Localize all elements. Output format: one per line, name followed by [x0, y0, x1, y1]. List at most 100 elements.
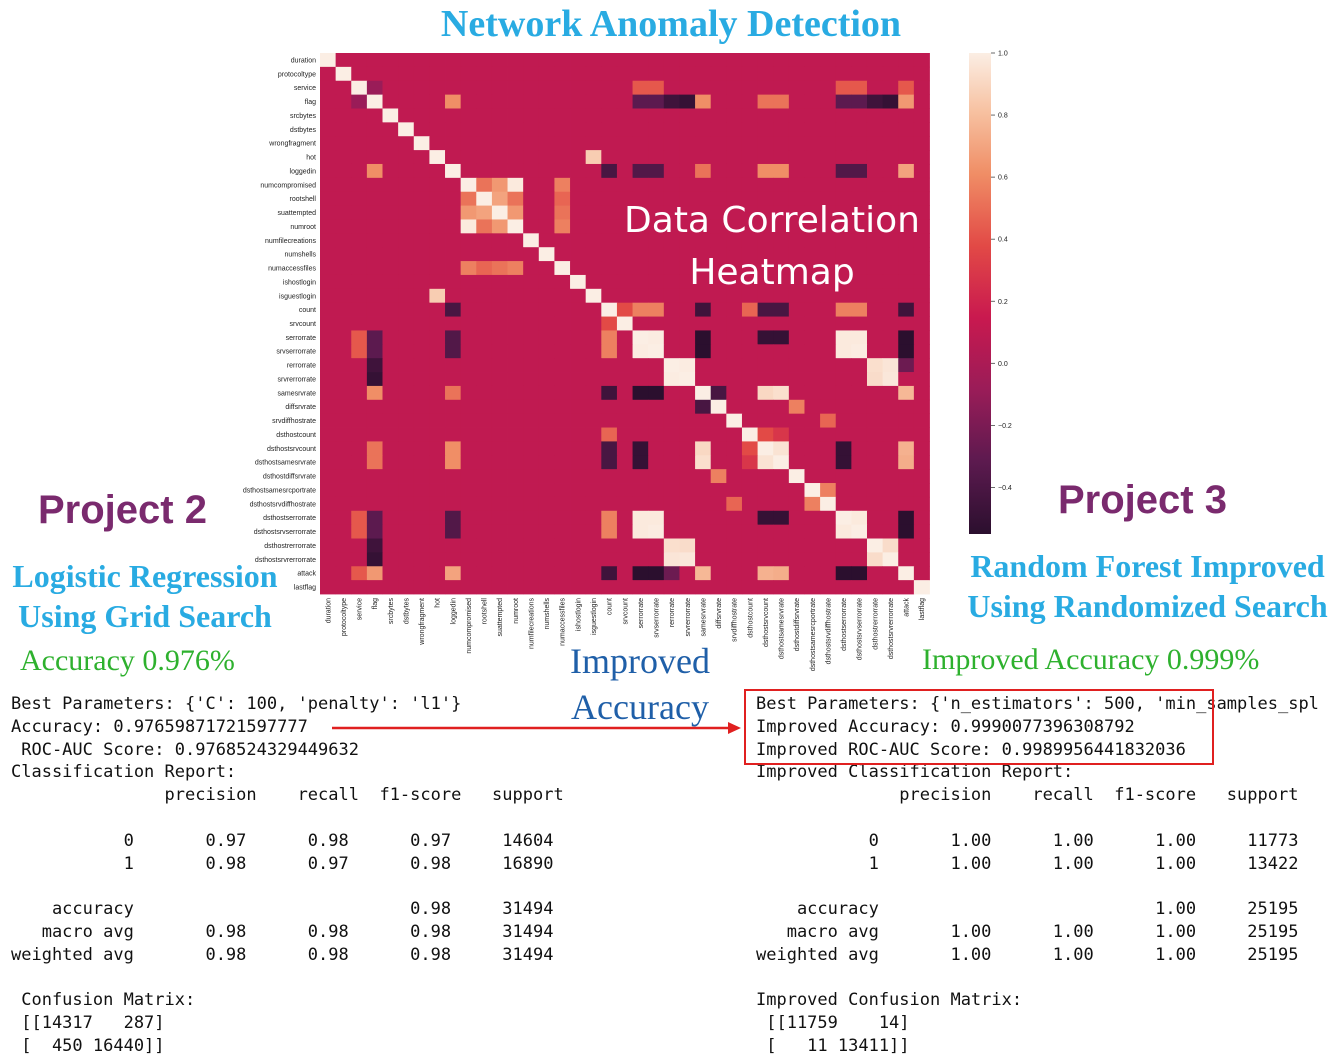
- heatmap-cell: [820, 274, 837, 290]
- heatmap-cell: [663, 483, 680, 498]
- heatmap-cell: [351, 205, 368, 220]
- heatmap-cell: [570, 496, 587, 512]
- heatmap-cell: [445, 94, 462, 109]
- heatmap-cell: [882, 441, 899, 456]
- heatmap-cell: [851, 177, 868, 193]
- heatmap-cell: [601, 177, 618, 193]
- heatmap-row-label: isguestlogin: [279, 293, 316, 300]
- heatmap-cell: [866, 108, 884, 123]
- heatmap-cell: [366, 302, 383, 317]
- heatmap-cell: [445, 274, 462, 290]
- heatmap-cell: [491, 219, 508, 234]
- heatmap-cell: [866, 150, 884, 165]
- heatmap-cell: [679, 538, 696, 553]
- heatmap-cell: [741, 316, 758, 331]
- heatmap-cell: [695, 205, 712, 220]
- heatmap-cell: [804, 233, 821, 248]
- project2-report-line: Confusion Matrix:: [11, 990, 196, 1011]
- heatmap-cell: [616, 344, 633, 359]
- heatmap-cell: [695, 469, 712, 484]
- heatmap-cell: [570, 344, 587, 359]
- heatmap-cell: [445, 330, 462, 345]
- heatmap-column-label: dsthostsrvserrorrate: [857, 598, 864, 660]
- heatmap-cell: [320, 510, 337, 526]
- heatmap-cell: [804, 94, 821, 109]
- heatmap-cell: [351, 136, 368, 151]
- heatmap-cell: [773, 205, 790, 220]
- heatmap-column-label: isguestlogin: [591, 598, 598, 635]
- heatmap-cell: [788, 108, 805, 123]
- heatmap-cell: [460, 399, 477, 415]
- heatmap-cell: [585, 274, 602, 290]
- heatmap-cell: [523, 66, 540, 82]
- heatmap-cell: [601, 524, 618, 539]
- heatmap-cell: [601, 330, 618, 345]
- heatmap-row-label: wrongfragment: [268, 141, 316, 148]
- heatmap-cell: [351, 94, 368, 109]
- heatmap-cell: [820, 261, 837, 276]
- heatmap-cell: [320, 358, 337, 373]
- heatmap-row-label: flag: [305, 99, 316, 106]
- heatmap-cell: [695, 288, 712, 304]
- heatmap-cell: [554, 302, 571, 317]
- heatmap-cell: [757, 80, 774, 96]
- heatmap-cell: [710, 150, 727, 165]
- heatmap-cell: [585, 330, 602, 345]
- heatmap-cell: [882, 150, 899, 165]
- heatmap-cell: [320, 441, 337, 456]
- heatmap-cell: [429, 136, 446, 151]
- heatmap-cell: [601, 427, 618, 442]
- heatmap-cell: [835, 399, 852, 415]
- heatmap-cell: [476, 302, 493, 317]
- heatmap-row-label: dsthostsrvserrorrate: [254, 529, 316, 536]
- heatmap-cell: [351, 177, 368, 193]
- heatmap-cell: [663, 566, 680, 581]
- heatmap-cell: [616, 524, 633, 539]
- heatmap-cell: [460, 177, 477, 193]
- heatmap-cell: [382, 66, 399, 82]
- heatmap-cell: [382, 53, 399, 68]
- heatmap-column-label: numshells: [544, 598, 551, 630]
- heatmap-cell: [366, 496, 383, 512]
- heatmap-cell: [413, 427, 430, 442]
- heatmap-cell: [695, 344, 712, 359]
- heatmap-cell: [616, 580, 633, 595]
- heatmap-column-labels: duration protocoltype service flag srcbytes d…: [325, 598, 926, 672]
- heatmap-cell: [570, 427, 587, 442]
- heatmap-cell: [523, 191, 540, 206]
- heatmap-cell: [398, 316, 415, 331]
- heatmap-cell: [773, 302, 790, 317]
- heatmap-cell: [366, 469, 383, 484]
- heatmap-cell: [601, 580, 618, 595]
- heatmap-cell: [804, 538, 821, 553]
- heatmap-cell: [648, 552, 665, 567]
- heatmap-cell: [726, 399, 743, 415]
- heatmap-cell: [679, 274, 696, 290]
- heatmap-row-label: srvcount: [290, 321, 317, 328]
- heatmap-cell: [632, 66, 649, 82]
- heatmap-cell: [726, 330, 743, 345]
- heatmap-cell: [741, 358, 758, 373]
- heatmap-cell: [663, 247, 680, 262]
- heatmap-cell: [476, 163, 493, 179]
- heatmap-cell: [804, 358, 821, 373]
- heatmap-cell: [366, 427, 383, 442]
- heatmap-row-label: srvserrorrate: [276, 349, 316, 356]
- heatmap-cell: [398, 191, 415, 206]
- heatmap-cell: [710, 455, 727, 470]
- heatmap-cell: [804, 150, 821, 165]
- heatmap-cell: [398, 274, 415, 290]
- heatmap-cell: [663, 274, 680, 290]
- heatmap-cell: [491, 233, 508, 248]
- project3-report-line: weighted avg 1.00 1.00 1.00 25195: [756, 944, 1299, 965]
- heatmap-cell: [585, 483, 602, 498]
- heatmap-cell: [851, 136, 868, 151]
- heatmap-cell: [898, 163, 915, 179]
- heatmap-cell: [648, 372, 665, 387]
- heatmap-cell: [538, 552, 555, 567]
- heatmap-cell: [554, 163, 571, 179]
- heatmap-cell: [507, 150, 524, 165]
- heatmap-cell: [585, 538, 602, 553]
- heatmap-cell: [429, 80, 446, 96]
- heatmap-cell: [726, 136, 743, 151]
